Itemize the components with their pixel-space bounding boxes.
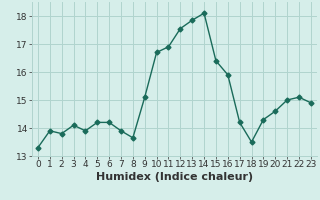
- X-axis label: Humidex (Indice chaleur): Humidex (Indice chaleur): [96, 172, 253, 182]
